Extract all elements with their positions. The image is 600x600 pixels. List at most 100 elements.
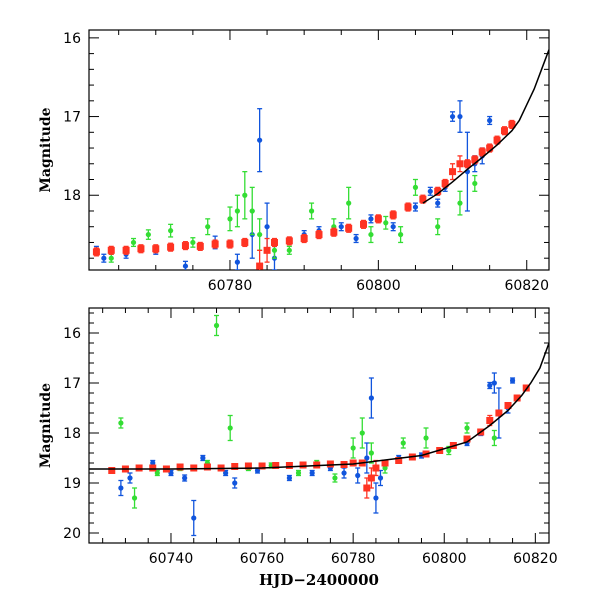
data-point-green: [295, 470, 302, 476]
data-point-red: [231, 463, 239, 470]
x-tick-label: 60820: [504, 278, 549, 294]
data-point-red: [167, 243, 175, 251]
data-point-blue: [150, 460, 156, 466]
data-point-red: [107, 246, 115, 254]
data-point-red: [367, 474, 375, 482]
x-tick-label: 60780: [331, 551, 376, 567]
data-point-green: [368, 450, 374, 456]
data-point-red: [330, 228, 338, 236]
data-point-green: [286, 247, 292, 253]
x-tick-label: 60740: [149, 551, 194, 567]
data-point-red: [522, 384, 530, 392]
data-point-red: [258, 462, 266, 470]
data-point-blue: [412, 204, 419, 210]
data-point-green: [423, 435, 429, 441]
data-point-blue: [355, 472, 361, 479]
data-point-green: [190, 239, 196, 246]
y-tick-label: 17: [63, 110, 81, 126]
data-point-green: [412, 184, 419, 190]
data-point-blue: [101, 255, 107, 261]
y-tick-label: 18: [63, 426, 81, 442]
data-point-blue: [435, 200, 441, 206]
data-point-red: [196, 242, 204, 250]
data-point-red: [360, 220, 368, 228]
data-point-green: [168, 228, 174, 234]
data-point-green: [205, 224, 211, 230]
data-point-green: [464, 425, 470, 431]
data-layer: [92, 49, 549, 270]
data-point-green: [491, 435, 497, 441]
data-point-red: [513, 394, 521, 402]
data-point-blue: [286, 475, 292, 481]
data-point-blue: [264, 224, 270, 230]
data-point-blue: [373, 495, 379, 501]
data-point-green: [346, 200, 352, 206]
x-tick-label: 60800: [422, 551, 467, 567]
data-point-blue: [509, 377, 516, 384]
data-point-blue: [487, 117, 493, 124]
data-point-green: [398, 231, 404, 238]
data-point-green: [131, 495, 138, 501]
data-point-green: [154, 470, 160, 476]
data-point-red: [504, 402, 512, 409]
data-point-green: [271, 247, 278, 253]
plot-frame: [88, 307, 550, 544]
data-point-red: [272, 462, 280, 469]
data-point-green: [118, 420, 124, 426]
data-point-blue: [232, 480, 238, 486]
data-point-red: [486, 144, 494, 152]
data-point-green: [130, 239, 137, 246]
data-point-green: [227, 216, 233, 222]
data-point-blue: [457, 113, 463, 120]
data-point-red: [203, 463, 211, 471]
x-axis-label: HJD−2400000: [259, 571, 379, 589]
x-tick-label: 60820: [513, 551, 558, 567]
data-point-blue: [368, 216, 374, 222]
data-point-red: [471, 156, 479, 164]
data-point-green: [383, 220, 389, 226]
data-point-red: [493, 136, 501, 144]
data-point-red: [285, 237, 293, 245]
data-point-blue: [491, 380, 497, 386]
data-point-green: [350, 445, 356, 451]
data-point-green: [249, 208, 255, 214]
data-point-blue: [309, 470, 315, 476]
data-point-red: [463, 435, 471, 443]
data-point-red: [372, 464, 380, 472]
data-point-green: [472, 180, 478, 187]
data-point-green: [368, 231, 374, 238]
data-point-red: [508, 120, 516, 128]
x-tick-label: 60800: [356, 278, 401, 294]
data-point-blue: [118, 485, 124, 491]
data-point-red: [149, 464, 157, 472]
x-tick-label: 60780: [208, 278, 253, 294]
data-point-red: [108, 467, 116, 474]
data-point-green: [359, 430, 365, 436]
data-point-blue: [127, 475, 133, 481]
data-point-blue: [390, 224, 396, 230]
data-point-red: [434, 187, 442, 195]
data-point-red: [256, 262, 264, 270]
y-tick-label: 18: [63, 188, 81, 204]
data-point-blue: [487, 382, 493, 389]
data-point-green: [213, 322, 220, 329]
data-point-green: [308, 208, 315, 214]
data-point-green: [446, 447, 452, 454]
data-point-blue: [182, 263, 189, 269]
data-point-red: [299, 461, 307, 469]
data-point-red: [285, 462, 293, 469]
data-point-green: [242, 192, 248, 198]
data-point-green: [108, 255, 114, 261]
data-point-red: [486, 417, 494, 424]
plot-frame: [88, 29, 550, 271]
fit-curve: [422, 49, 549, 204]
data-point-red: [495, 409, 503, 417]
data-point-red: [241, 238, 249, 246]
data-point-blue: [427, 188, 433, 194]
y-tick-label: 20: [63, 526, 81, 542]
data-point-red: [122, 246, 130, 254]
data-point-blue: [364, 455, 370, 461]
data-point-red: [456, 160, 464, 168]
y-tick-label: 17: [63, 376, 81, 392]
data-point-blue: [191, 515, 197, 521]
